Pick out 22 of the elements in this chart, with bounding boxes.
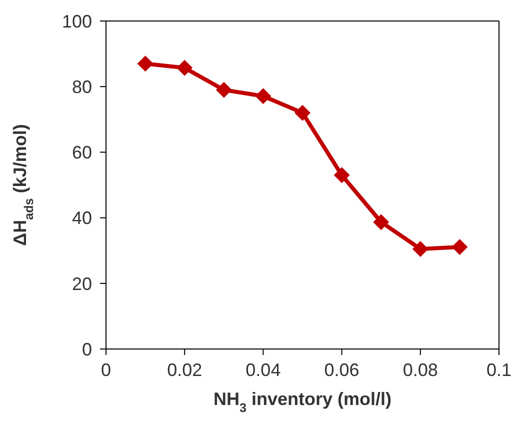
y-tick-label: 80	[72, 76, 92, 97]
x-axis-title: NH$_{3}$ inventory (mol/l)	[213, 389, 392, 415]
x-tick-label: 0.08	[402, 360, 438, 380]
x-tick-label: 0.04	[246, 360, 281, 380]
point	[334, 167, 350, 184]
y-tick-label: 100	[62, 11, 92, 32]
point	[255, 88, 272, 104]
x-tick-label: 0.06	[324, 360, 360, 380]
x-tick-label: 0.02	[167, 360, 202, 380]
point	[294, 104, 310, 121]
y-tick-label: 20	[72, 274, 92, 294]
x-tick-label: 0.1	[486, 360, 512, 380]
point	[216, 82, 232, 98]
point	[412, 240, 428, 257]
x-tick-label: 0	[100, 360, 112, 380]
y-tick-label: 40	[72, 208, 92, 228]
y-tick-label: 60	[72, 142, 92, 163]
point	[452, 238, 468, 255]
point	[137, 56, 154, 72]
y-tick-label: 0	[82, 339, 92, 360]
point	[176, 60, 193, 76]
point	[373, 214, 390, 230]
